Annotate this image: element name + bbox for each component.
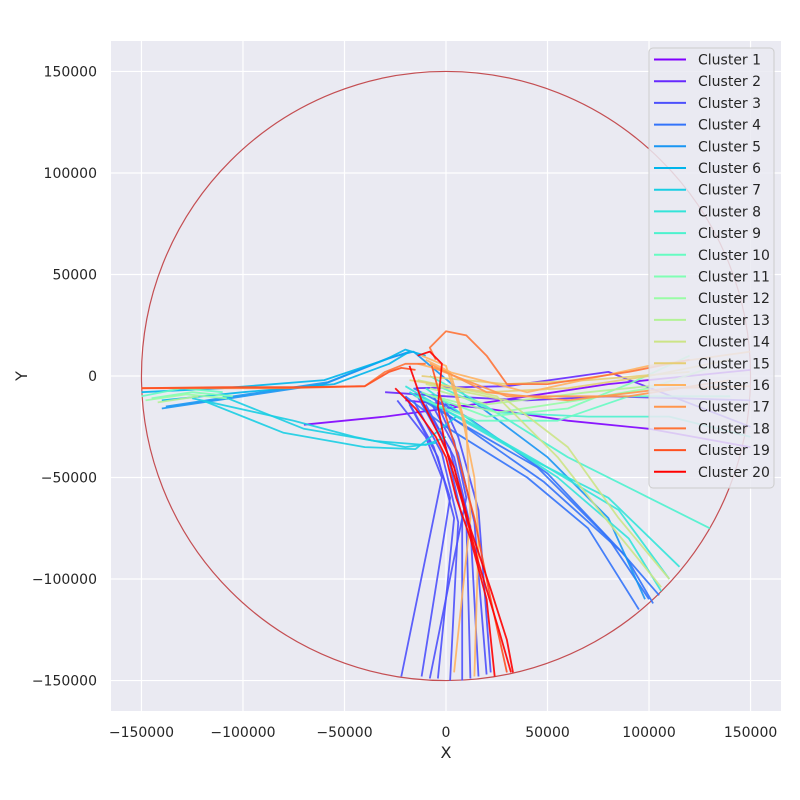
legend-label: Cluster 17 [698,400,770,416]
legend-label: Cluster 10 [698,248,770,264]
legend-label: Cluster 11 [698,270,770,286]
legend-item: Cluster 11 [654,270,770,286]
legend: Cluster 1 Cluster 2 Cluster 3 Cluster 4 Clus… [648,47,775,489]
y-axis-label: Y [12,371,31,382]
legend-label: Cluster 3 [698,96,761,112]
legend-label: Cluster 9 [698,226,761,242]
y-tick-label: −50000 [41,471,97,487]
legend-label: Cluster 1 [698,53,761,69]
legend-item: Cluster 2 [654,74,761,90]
series-track [404,395,640,610]
series-track [417,350,512,673]
series-track [394,387,496,677]
legend-item: Cluster 4 [654,118,761,134]
series-20 [394,350,514,677]
legend-item: Cluster 20 [654,465,770,481]
legend-item: Cluster 6 [654,161,761,177]
legend-label: Cluster 20 [698,465,770,481]
series-19 [141,365,508,673]
series-track [408,365,514,673]
tick-labels: −150000 −100000 −50000 0 50000 100000 150000 −1… [32,64,777,741]
series-14 [417,379,670,588]
legend-item: Cluster 18 [654,421,770,437]
series-track [428,330,690,385]
legend-label: Cluster 6 [698,161,761,177]
series-track [151,391,233,400]
legend-label: Cluster 14 [698,335,770,351]
legend-item: Cluster 14 [654,335,770,351]
series-track [417,393,654,604]
legend-item: Cluster 10 [654,248,770,264]
y-tick-label: 0 [88,369,97,385]
series-track [428,395,468,679]
series-track [424,403,480,677]
series-track [429,375,711,530]
legend-item: Cluster 9 [654,226,761,242]
legend-item: Cluster 13 [654,313,770,329]
legend-label: Cluster 5 [698,139,761,155]
series-7 [192,395,457,450]
legend-label: Cluster 18 [698,421,770,437]
y-tick-label: 100000 [44,166,97,182]
legend-item: Cluster 5 [654,139,761,155]
legend-item: Cluster 12 [654,291,770,307]
legend-item: Cluster 7 [654,183,761,199]
series-track [141,367,416,390]
legend-item: Cluster 17 [654,400,770,416]
x-tick-label: −50000 [316,725,372,741]
legend-label: Cluster 19 [698,443,770,459]
series-4 [404,387,660,610]
legend-label: Cluster 8 [698,204,761,220]
legend-label: Cluster 4 [698,118,761,134]
legend-label: Cluster 15 [698,356,770,372]
y-tick-label: 50000 [52,267,97,283]
series-track [192,397,436,448]
legend-label: Cluster 12 [698,291,770,307]
series-track [430,365,508,673]
series-track [157,395,199,404]
series-track [202,399,457,450]
x-tick-label: 0 [442,725,451,741]
y-tick-label: 150000 [44,64,97,80]
x-tick-label: 100000 [622,725,675,741]
x-tick-label: 150000 [724,725,777,741]
series-track [425,383,670,580]
y-tick-label: −100000 [32,572,97,588]
legend-label: Cluster 16 [698,378,770,394]
series-track [425,387,662,592]
series-track [396,399,443,677]
series-track [417,379,662,588]
legend-item: Cluster 19 [654,443,770,459]
legend-item: Cluster 15 [654,356,770,372]
x-tick-label: 50000 [525,725,570,741]
legend-label: Cluster 7 [698,183,761,199]
legend-item: Cluster 8 [654,204,761,220]
legend-frame [648,47,775,489]
x-tick-label: −100000 [210,725,275,741]
series-track [413,387,660,596]
legend-item: Cluster 3 [654,96,761,112]
legend-label: Cluster 13 [698,313,770,329]
series-track [145,393,227,402]
y-tick-label: −150000 [32,674,97,690]
series-layer [141,330,751,681]
x-axis-label: X [441,743,452,762]
legend-label: Cluster 2 [698,74,761,90]
x-tick-label: −150000 [109,725,174,741]
series-track [409,391,671,580]
legend-item: Cluster 16 [654,378,770,394]
legend-item: Cluster 1 [654,53,761,69]
